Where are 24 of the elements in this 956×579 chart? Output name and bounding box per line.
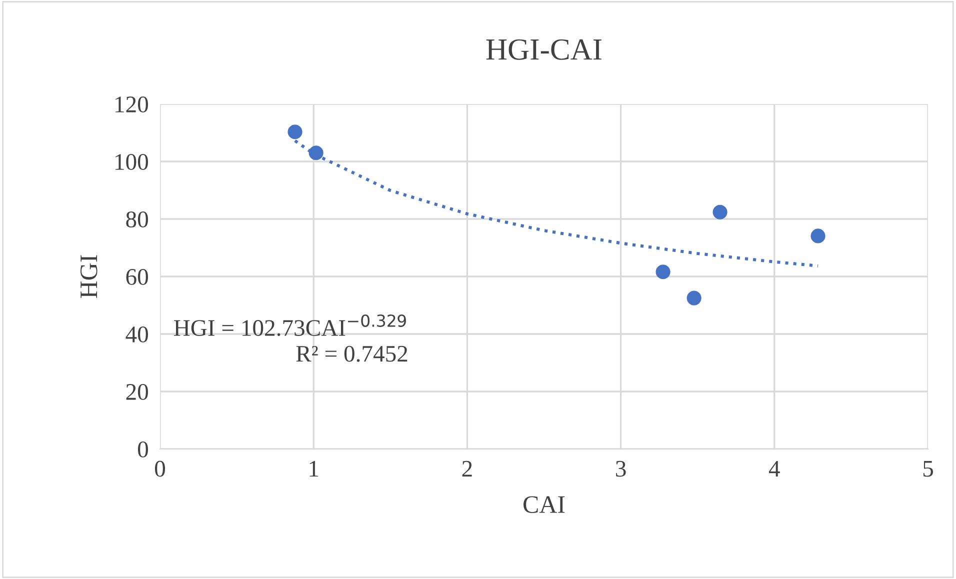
point [656,264,670,280]
y-tick-label: 120 [116,96,148,112]
x-tick-label: 0 [154,460,166,477]
point [288,124,302,140]
y-tick-label: 100 [116,154,148,170]
y-tick-label: 0 [138,441,148,458]
y-tick-label: 60 [126,268,148,285]
point [686,290,702,306]
x-tick-label: 1 [310,460,318,476]
point [810,228,826,244]
y-tick-label: 80 [126,211,148,228]
point [308,146,324,160]
x-tick-label: 4 [768,460,780,476]
x-axis-title: CAI [524,496,565,514]
annotation: HGI = 102.73CAI$^{−0.329}$ [174,314,406,336]
y-tick-label: 20 [126,384,148,400]
x-tick-label: 3 [616,460,626,477]
x-tick-label: 5 [923,461,933,477]
annotation: R² = 0.7452 [296,346,408,362]
y-axis-title: HGI [80,255,98,298]
chart-title: HGI-CAI [486,39,602,60]
x-tick-label: 2 [462,460,472,476]
y-tick-label: 40 [126,326,148,342]
point [712,204,728,220]
